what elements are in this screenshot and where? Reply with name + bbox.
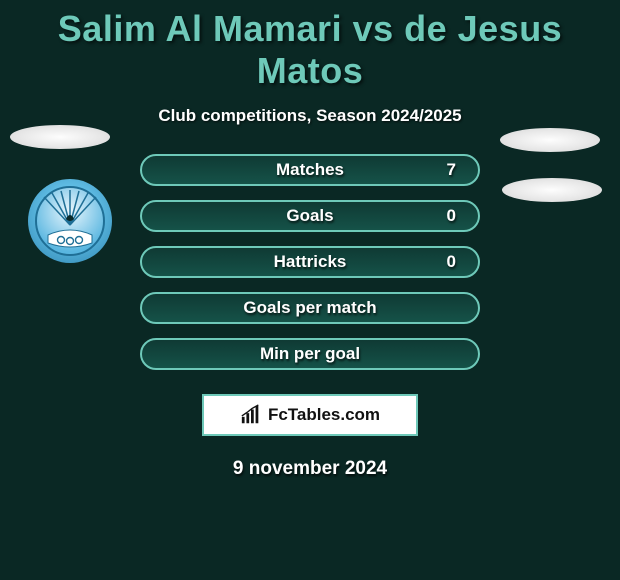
stat-value: 0 bbox=[447, 252, 456, 272]
stat-row: Matches 7 bbox=[0, 154, 620, 200]
stat-label: Goals bbox=[286, 206, 333, 226]
player-badge-right-1 bbox=[500, 128, 600, 152]
stat-row: Hattricks 0 bbox=[0, 246, 620, 292]
stat-row: Goals 0 bbox=[0, 200, 620, 246]
stat-label: Matches bbox=[276, 160, 344, 180]
player-badge-left bbox=[10, 125, 110, 149]
infographic-card: Salim Al Mamari vs de Jesus Matos Club c… bbox=[0, 0, 620, 480]
stat-label: Min per goal bbox=[260, 344, 360, 364]
page-subtitle: Club competitions, Season 2024/2025 bbox=[0, 106, 620, 126]
date-text: 9 november 2024 bbox=[0, 458, 620, 480]
stat-label: Hattricks bbox=[274, 252, 347, 272]
stat-label: Goals per match bbox=[243, 298, 376, 318]
stat-value: 0 bbox=[447, 206, 456, 226]
bar-chart-icon bbox=[240, 404, 262, 426]
stat-value: 7 bbox=[447, 160, 456, 180]
brand-text: FcTables.com bbox=[268, 405, 380, 425]
stat-row: Min per goal bbox=[0, 338, 620, 384]
stat-row: Goals per match bbox=[0, 292, 620, 338]
brand-box: FcTables.com bbox=[202, 394, 418, 436]
page-title: Salim Al Mamari vs de Jesus Matos bbox=[0, 8, 620, 92]
